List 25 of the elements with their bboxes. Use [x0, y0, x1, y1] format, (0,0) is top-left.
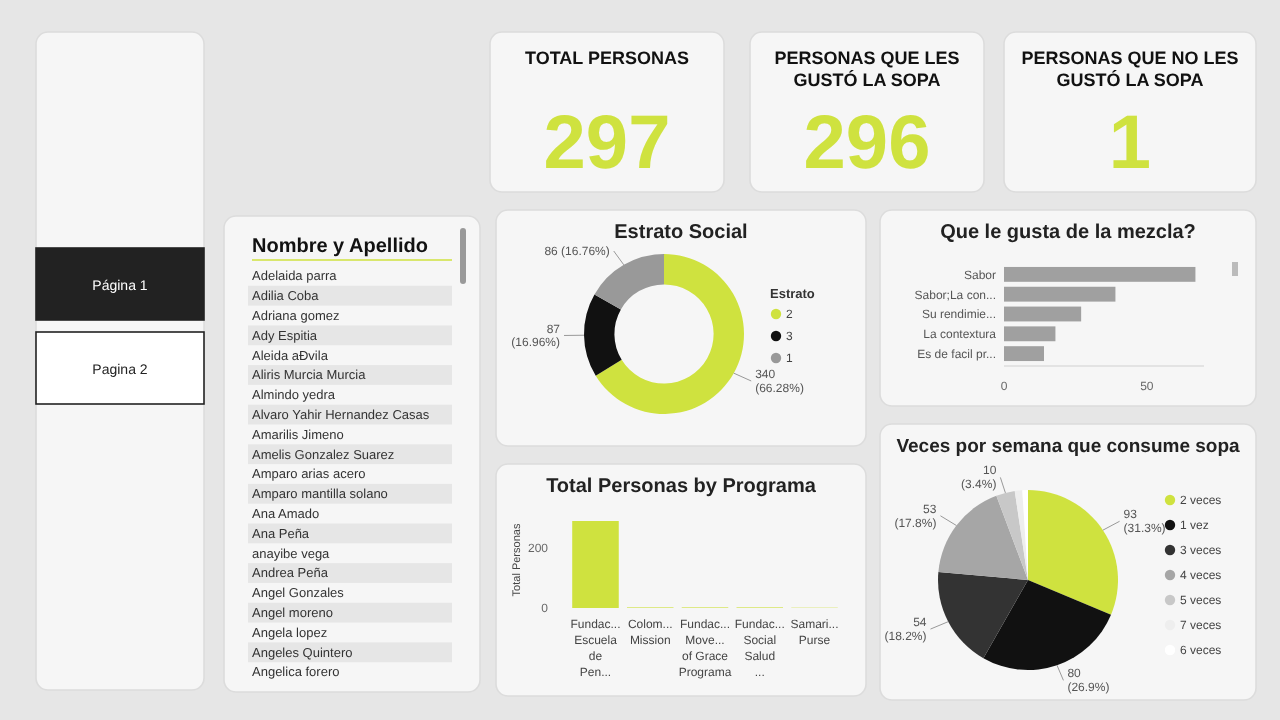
pie-slice [996, 490, 1028, 580]
text: TOTAL PERSONAS [524, 48, 690, 68]
data-label: 1 [1108, 102, 1152, 186]
bar [1004, 286, 1116, 302]
chart-title: Que le gusta de la mezcla? [940, 222, 1196, 244]
chart-title: Total Personas by Programa [546, 476, 817, 498]
bar [1004, 306, 1082, 322]
data-label: 297 [543, 102, 671, 186]
bar [1004, 326, 1056, 342]
text: Nombre y Apellido [252, 236, 428, 258]
pie-slice [938, 571, 1028, 659]
pie-slice [938, 495, 1028, 580]
donut-slice [594, 254, 664, 310]
pie-slice [1028, 490, 1118, 615]
pie-slice [983, 580, 1112, 670]
bar [1004, 266, 1196, 282]
donut-slice [584, 294, 622, 376]
text: PERSONAS QUE NO LES GUSTÓ LA SOPA [1021, 48, 1239, 90]
bar [1004, 346, 1044, 362]
chart-title: Estrato Social [614, 222, 749, 244]
text: PERSONAS QUE LES GUSTÓ LA SOPA [774, 48, 960, 90]
chart-title: Veces por semana que consume sopa [896, 436, 1242, 458]
bar [572, 521, 619, 608]
donut-slice [595, 254, 744, 414]
data-label: 296 [803, 102, 931, 186]
